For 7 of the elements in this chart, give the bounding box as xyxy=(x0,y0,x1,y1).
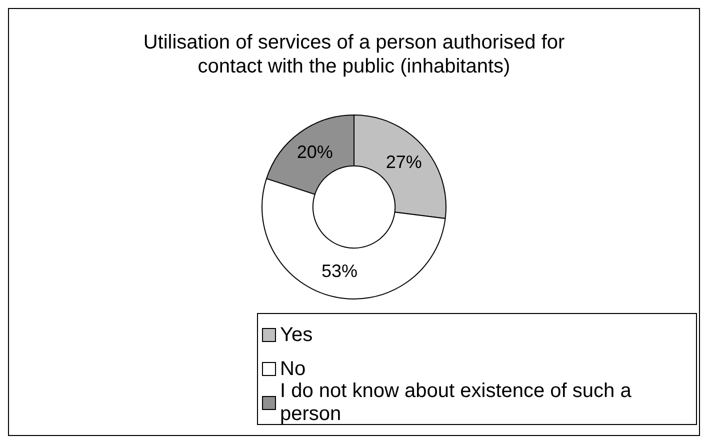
legend-label: I do not know about existence of such a person xyxy=(280,380,632,426)
legend-label: Yes xyxy=(280,324,313,346)
data-label: 53% xyxy=(321,260,358,281)
data-label: 20% xyxy=(296,142,333,162)
legend-label: No xyxy=(280,358,306,380)
data-label: 27% xyxy=(386,152,422,172)
chart-title: Utilisation of services of a person authorised for contact with the public (inhabitants) xyxy=(143,32,565,78)
